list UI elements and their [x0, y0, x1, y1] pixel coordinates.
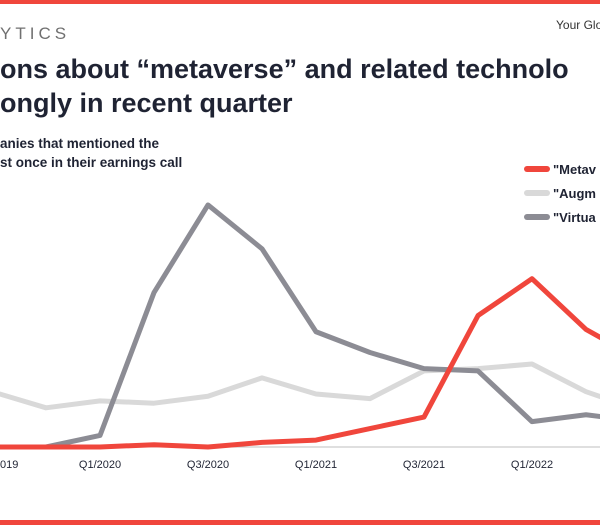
chart-subtitle-line2: st once in their earnings call	[0, 155, 183, 170]
chart-title-line2: ongly in recent quarter	[0, 88, 293, 118]
chart-subtitle-line1: anies that mentioned the	[0, 136, 160, 151]
x-tick-label: 019	[0, 459, 18, 471]
brand-tagline: Your Glo	[556, 18, 600, 32]
series-line-metaverse	[0, 276, 600, 450]
legend-label-metaverse: "Metav	[553, 162, 597, 177]
legend-label-virtual: "Virtua	[553, 210, 597, 225]
brand-logo-text: YTICS	[0, 24, 71, 43]
legend-label-augmented: "Augm	[553, 186, 596, 201]
chart-title-line1: ons about “metaverse” and related techno…	[0, 54, 569, 84]
x-tick-label: Q3/2020	[187, 459, 229, 471]
legend: "Metav "Augm "Virtua	[524, 162, 597, 225]
chart-title: ons about “metaverse” and related techno…	[0, 52, 569, 120]
x-tick-label: Q3/2021	[403, 459, 445, 471]
chart-subtitle: anies that mentioned the st once in thei…	[0, 134, 182, 172]
series-line-virtual	[0, 202, 600, 450]
x-axis-ticks: 019 Q1/2020 Q3/2020 Q1/2021 Q3/2021 Q1/2022	[0, 459, 553, 471]
x-tick-label: Q1/2021	[295, 459, 337, 471]
top-accent-bar	[0, 0, 600, 4]
series-line-augmented	[0, 361, 600, 411]
x-tick-label: Q1/2022	[511, 459, 553, 471]
series-layer	[0, 202, 600, 450]
x-tick-label: Q1/2020	[79, 459, 121, 471]
bottom-accent-bar	[0, 520, 600, 525]
